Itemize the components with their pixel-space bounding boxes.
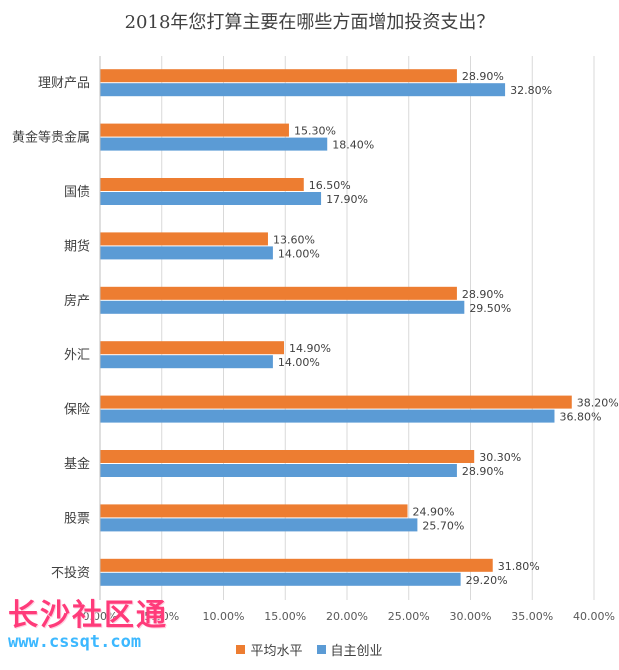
data-label-1-1: 18.40% — [332, 139, 374, 152]
bar-0-7 — [100, 450, 475, 463]
bar-0-3 — [100, 232, 268, 246]
legend-item-series-1: 自主创业 — [316, 640, 383, 659]
bar-1-5 — [100, 355, 273, 369]
bar-1-2 — [100, 192, 322, 205]
data-label-1-0: 32.80% — [510, 84, 552, 97]
bar-0-0 — [100, 69, 457, 83]
x-tick-label-0: 0.00% — [83, 610, 118, 623]
data-label-0-8: 24.90% — [413, 505, 455, 518]
bar-0-6 — [100, 395, 572, 409]
category-label-4: 房产 — [64, 293, 90, 309]
bar-0-5 — [100, 341, 285, 355]
watermark-text: 长沙社区通 — [8, 598, 168, 633]
bar-1-0 — [100, 83, 506, 97]
data-label-1-9: 29.20% — [466, 574, 508, 587]
legend-swatch-1 — [316, 645, 326, 654]
labels-layer: 28.90% 32.80% 15.30%18.40% 16.50%17.90% 13.6… — [273, 70, 619, 587]
chart-title: 2018年您打算主要在哪些方面增加投资支出？ — [124, 12, 495, 33]
bar-1-8 — [100, 518, 418, 532]
data-label-1-3: 14.00% — [278, 247, 320, 260]
data-label-0-9: 31.80% — [498, 560, 540, 573]
legend-swatch-0 — [236, 645, 246, 654]
x-tick-label-5: 25.00% — [388, 610, 430, 623]
data-label-0-1: 15.30% — [294, 125, 336, 138]
data-label-0-5: 14.90% — [289, 342, 331, 355]
bar-1-4 — [100, 300, 465, 314]
category-label-7: 基金 — [64, 456, 90, 472]
bar-0-1 — [100, 123, 289, 137]
axis-layer: 0.00% 5.00% 10.00% 15.00% 20.00% 25.00% 30.00%… — [12, 56, 615, 623]
bar-0-9 — [100, 558, 493, 572]
category-label-1: 黄金等贵金属 — [12, 130, 90, 146]
x-tick-label-2: 10.00% — [203, 610, 245, 623]
category-label-3: 期货 — [64, 238, 90, 254]
bar-0-8 — [100, 504, 408, 518]
bar-1-6 — [100, 409, 555, 423]
data-label-0-0: 28.90% — [462, 70, 504, 83]
category-label-8: 股票 — [64, 511, 90, 526]
bar-1-9 — [100, 572, 461, 586]
legend-label-0: 平均水平 — [250, 644, 303, 659]
x-tick-label-8: 40.00% — [573, 610, 615, 623]
legend-label-1: 自主创业 — [330, 644, 383, 659]
x-tick-label-3: 15.00% — [264, 610, 306, 623]
category-label-9: 不投资 — [51, 565, 90, 581]
legend-item-series-0: 平均水平 — [236, 640, 303, 659]
bars-layer — [100, 69, 572, 586]
bar-1-3 — [100, 246, 273, 260]
watermark-url: www.cssqt.com — [8, 632, 142, 652]
watermark: 长沙社区通 www.cssqt.com — [8, 590, 168, 652]
x-tick-label-4: 20.00% — [326, 610, 368, 623]
bar-1-1 — [100, 137, 328, 151]
data-label-0-2: 16.50% — [309, 179, 351, 192]
data-label-0-3: 13.60% — [273, 233, 315, 246]
data-label-1-5: 14.00% — [278, 356, 320, 369]
category-label-2: 国债 — [64, 185, 90, 200]
category-label-6: 保险 — [64, 403, 90, 418]
data-label-0-4: 28.90% — [462, 288, 504, 301]
data-label-0-7: 30.30% — [479, 451, 521, 464]
data-label-1-4: 29.50% — [469, 302, 511, 315]
category-label-5: 外汇 — [64, 348, 90, 363]
x-tick-label-1: 5.00% — [144, 610, 179, 623]
data-label-1-7: 28.90% — [462, 465, 504, 478]
category-label-0: 理财产品 — [38, 76, 90, 91]
bar-0-2 — [100, 178, 304, 191]
legend: 平均水平 自主创业 — [0, 640, 619, 659]
bar-1-7 — [100, 464, 457, 477]
x-tick-label-7: 35.00% — [511, 610, 553, 623]
x-tick-label-6: 30.00% — [450, 610, 492, 623]
data-label-1-8: 25.70% — [422, 519, 464, 532]
data-label-1-6: 36.80% — [559, 411, 601, 424]
bar-0-4 — [100, 286, 457, 300]
data-label-0-6: 38.20% — [577, 397, 619, 410]
data-label-1-2: 17.90% — [326, 193, 368, 206]
